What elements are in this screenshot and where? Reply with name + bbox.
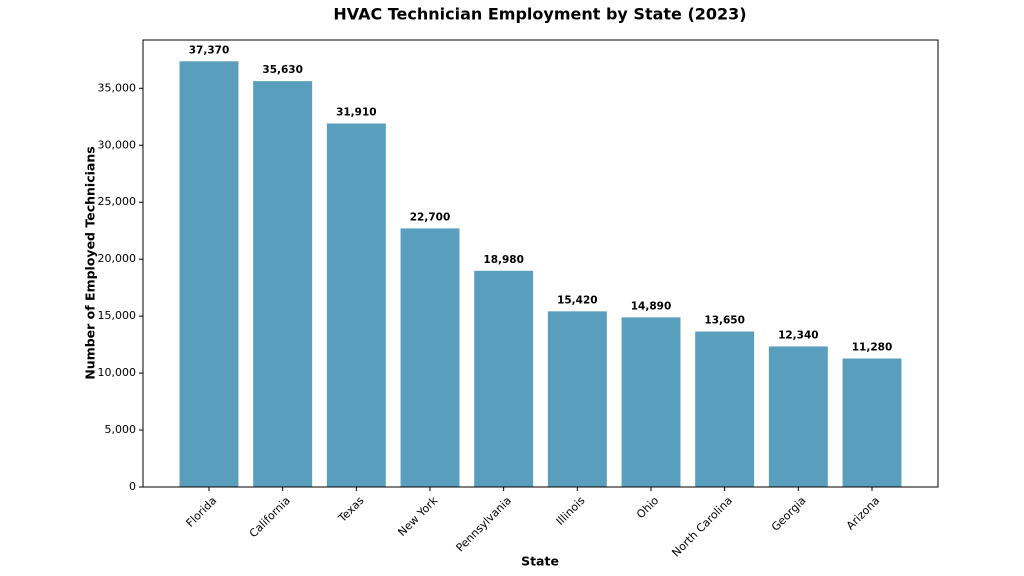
value-label: 37,370 [189,44,230,56]
x-tick-label: Ohio [634,494,661,521]
x-tick-label: Georgia [769,494,809,534]
y-tick-label: 10,000 [98,366,137,379]
y-tick-label: 15,000 [98,309,137,322]
bar [474,270,534,487]
value-label: 15,420 [557,294,598,306]
y-tick-label: 20,000 [98,252,137,265]
y-axis-label: Number of Employed Technicians [83,146,98,379]
bar [695,331,755,487]
value-label: 35,630 [262,64,303,76]
bar [547,311,607,487]
x-tick-label: New York [395,494,440,539]
bar [253,81,313,488]
bar [326,123,386,487]
x-tick-label: North Carolina [669,494,734,559]
value-label: 22,700 [410,211,451,223]
chart-title: HVAC Technician Employment by State (202… [333,5,746,24]
y-tick-label: 0 [129,480,136,493]
x-tick-label: Arizona [844,494,882,532]
value-label: 11,280 [852,342,893,354]
value-label: 31,910 [336,106,377,118]
value-label: 14,890 [631,300,672,312]
bar [842,358,902,487]
y-tick-label: 35,000 [98,81,137,94]
bar [179,61,239,487]
x-tick-label: Texas [335,494,367,526]
x-tick-label: Florida [184,494,220,530]
y-tick-label: 25,000 [98,195,137,208]
bar [621,317,681,487]
x-tick-label: California [247,494,293,540]
value-label: 18,980 [483,254,524,266]
value-label: 13,650 [704,315,745,327]
y-tick-label: 30,000 [98,138,137,151]
bar [768,346,828,487]
y-tick-label: 5,000 [105,423,137,436]
x-axis-label: State [521,554,559,569]
bar [400,228,460,487]
x-tick-label: Pennsylvania [454,494,514,554]
value-label: 12,340 [778,329,819,341]
x-tick-label: Illinois [554,494,588,528]
plot-frame [142,39,939,488]
